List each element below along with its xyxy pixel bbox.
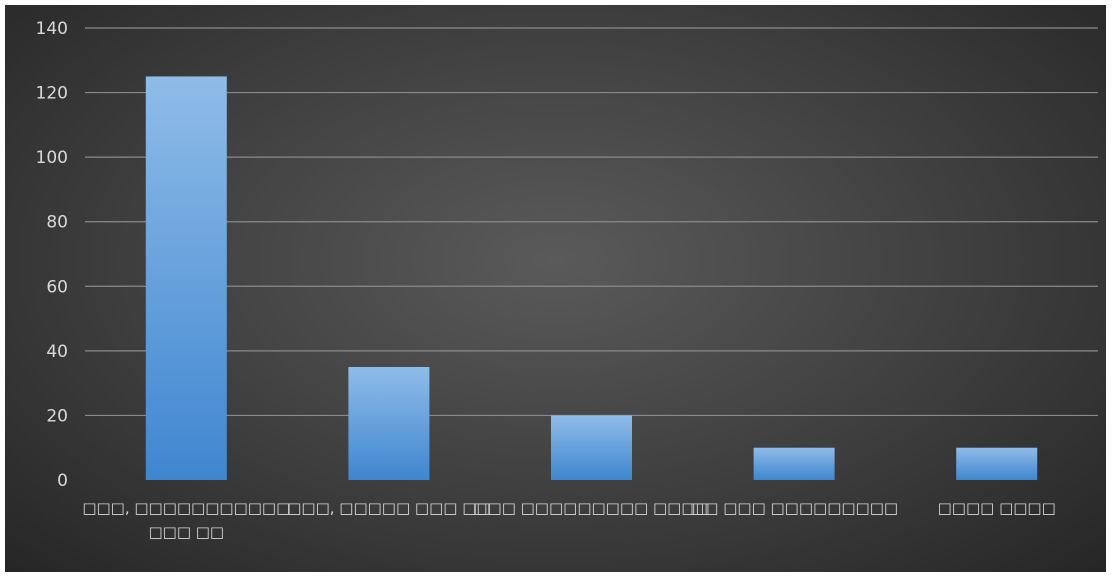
y-tick-label: 40	[46, 342, 68, 362]
y-tick-label: 60	[46, 277, 68, 297]
gridlines	[85, 27, 1098, 417]
bars	[145, 76, 1038, 480]
x-category-label: □□□□ □□□□	[938, 499, 1056, 517]
chart-area: 0 20 40 60 80 100 120 140 □□□, □□□□□□□□□□□ □□□ □…	[5, 5, 1106, 572]
x-category-label: □□□ □□	[148, 523, 224, 541]
bar	[956, 447, 1038, 480]
bar	[145, 76, 227, 480]
y-tick-label: 20	[46, 406, 68, 426]
y-tick-label: 0	[57, 471, 68, 491]
bar	[348, 367, 430, 480]
bar-chart: 0 20 40 60 80 100 120 140 □□□, □□□□□□□□□□□ □□□ □…	[36, 19, 1098, 541]
y-axis-tick-labels: 0 20 40 60 80 100 120 140	[36, 19, 68, 491]
bar	[753, 447, 835, 480]
x-category-label: □□□, □□□□□ □□□ □□	[287, 499, 490, 517]
y-tick-label: 120	[36, 84, 68, 104]
x-category-label: □□ □□□ □□□□□□□□□	[690, 499, 898, 517]
y-tick-label: 100	[36, 148, 68, 168]
x-category-label: □□□ □□□□□□□□□ □□□□	[473, 499, 709, 517]
y-tick-label: 140	[36, 19, 68, 39]
y-tick-label: 80	[46, 213, 68, 233]
x-axis-category-labels: □□□, □□□□□□□□□□□□□□ □□□□□, □□□□□ □□□ □□□…	[82, 499, 1055, 541]
x-category-label: □□□, □□□□□□□□□□□	[82, 499, 290, 517]
bar	[551, 415, 632, 480]
